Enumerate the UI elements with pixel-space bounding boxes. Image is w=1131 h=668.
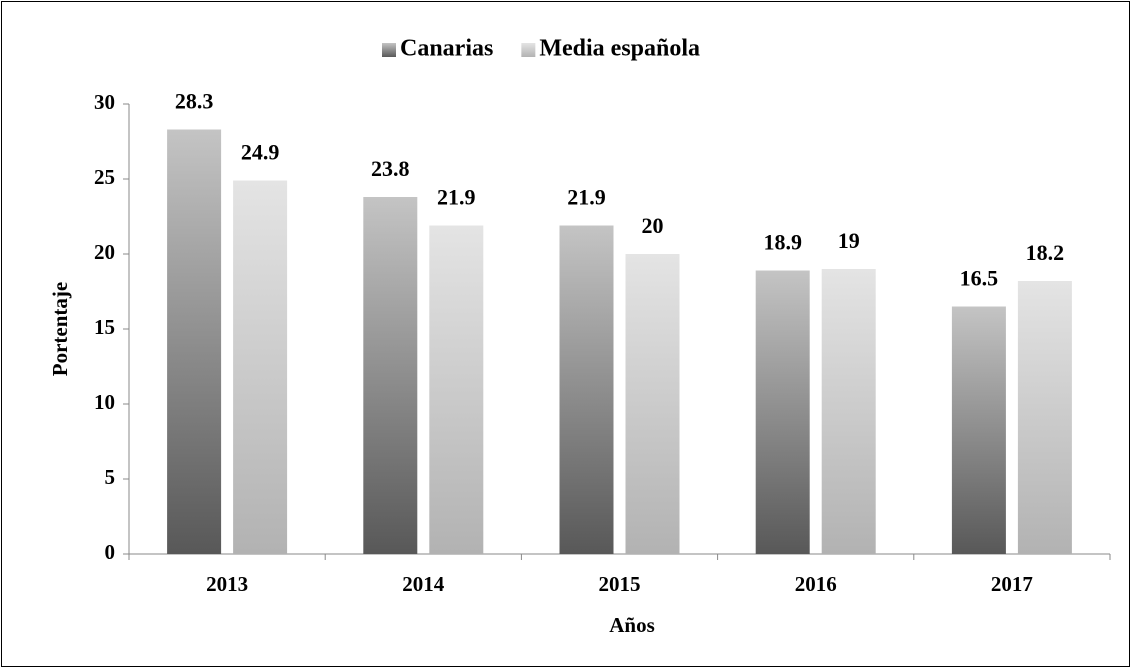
- bar: [167, 129, 222, 554]
- value-label: 18.9: [763, 230, 802, 255]
- value-label: 19: [838, 228, 860, 253]
- bar: [821, 269, 876, 554]
- bar: [233, 180, 288, 554]
- bar: [363, 197, 418, 554]
- x-tick-label: 2017: [991, 572, 1033, 596]
- x-tick-label: 2013: [206, 572, 248, 596]
- legend-label: Media española: [539, 36, 700, 62]
- value-label: 16.5: [960, 266, 999, 291]
- value-label: 23.8: [371, 156, 410, 181]
- y-axis-title: Portentaje: [48, 282, 72, 376]
- legend-swatch: [382, 43, 396, 57]
- y-tick-label: 0: [105, 540, 116, 564]
- bar: [559, 225, 614, 554]
- bar: [625, 254, 680, 554]
- value-label: 21.9: [567, 185, 606, 210]
- legend-label: Canarias: [400, 36, 493, 62]
- x-tick-label: 2014: [402, 572, 445, 596]
- bar: [755, 270, 810, 554]
- x-axis-title: Años: [609, 613, 655, 637]
- value-label: 18.2: [1026, 240, 1065, 265]
- y-tick-label: 20: [94, 240, 115, 264]
- value-label: 20: [642, 213, 664, 238]
- y-tick-label: 10: [94, 390, 115, 414]
- x-tick-label: 2015: [599, 572, 641, 596]
- value-label: 28.3: [175, 89, 214, 114]
- x-tick-label: 2016: [795, 572, 837, 596]
- y-tick-label: 30: [94, 90, 115, 114]
- y-tick-label: 15: [94, 315, 115, 339]
- bar: [429, 225, 484, 554]
- bar: [951, 306, 1006, 554]
- bar: [1017, 281, 1072, 554]
- value-label: 24.9: [241, 140, 280, 165]
- legend-swatch: [521, 43, 536, 57]
- value-label: 21.9: [437, 185, 476, 210]
- y-tick-label: 25: [94, 165, 115, 189]
- y-tick-label: 5: [105, 465, 116, 489]
